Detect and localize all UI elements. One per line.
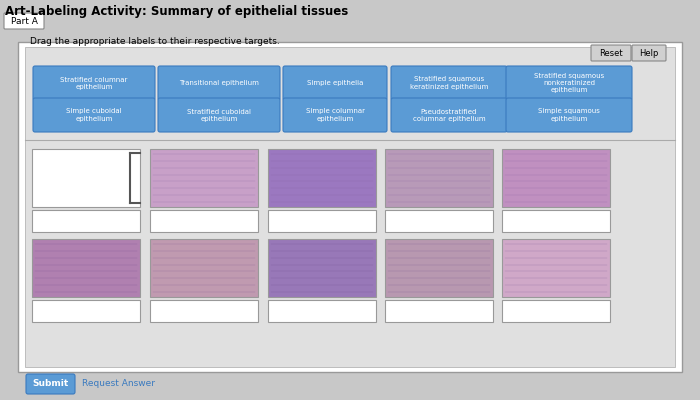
Bar <box>25 47 675 367</box>
Bar <box>502 300 610 322</box>
Bar <box>385 300 493 322</box>
Bar <box>18 42 682 372</box>
FancyBboxPatch shape <box>283 98 387 132</box>
Text: Help: Help <box>639 48 659 58</box>
Text: Stratified squamous
nonkeratinized
epithelium: Stratified squamous nonkeratinized epith… <box>534 73 604 93</box>
Bar <box>32 149 140 207</box>
FancyBboxPatch shape <box>506 98 632 132</box>
FancyBboxPatch shape <box>506 66 632 100</box>
FancyBboxPatch shape <box>158 98 280 132</box>
Bar <box>502 210 610 232</box>
Text: Simple squamous
epithelium: Simple squamous epithelium <box>538 108 600 122</box>
Text: Art-Labeling Activity: Summary of epithelial tissues: Art-Labeling Activity: Summary of epithe… <box>5 5 349 18</box>
FancyBboxPatch shape <box>158 66 280 100</box>
Bar <box>268 300 376 322</box>
Bar <box>502 239 610 297</box>
FancyBboxPatch shape <box>391 66 507 100</box>
Text: Transitional epithelium: Transitional epithelium <box>179 80 259 86</box>
Text: Pseudostratified
columnar epithelium: Pseudostratified columnar epithelium <box>413 108 485 122</box>
Text: Reset: Reset <box>599 48 623 58</box>
Text: Simple columnar
epithelium: Simple columnar epithelium <box>305 108 365 122</box>
Bar <box>150 300 258 322</box>
FancyBboxPatch shape <box>591 45 631 61</box>
Text: Stratified cuboidal
epithelium: Stratified cuboidal epithelium <box>187 108 251 122</box>
Bar <box>385 239 493 297</box>
FancyBboxPatch shape <box>26 374 75 394</box>
Text: Stratified squamous
keratinized epithelium: Stratified squamous keratinized epitheli… <box>410 76 488 90</box>
Text: Simple cuboidal
epithelium: Simple cuboidal epithelium <box>66 108 122 122</box>
Text: Stratified columnar
epithelium: Stratified columnar epithelium <box>60 76 127 90</box>
Bar <box>150 210 258 232</box>
FancyBboxPatch shape <box>33 66 155 100</box>
Bar <box>32 239 140 297</box>
Bar <box>385 210 493 232</box>
Bar <box>32 210 140 232</box>
FancyBboxPatch shape <box>33 98 155 132</box>
Bar <box>150 149 258 207</box>
Text: Request Answer: Request Answer <box>82 380 155 388</box>
Text: Simple epithelia: Simple epithelia <box>307 80 363 86</box>
FancyBboxPatch shape <box>283 66 387 100</box>
Bar <box>385 149 493 207</box>
Bar <box>268 239 376 297</box>
FancyBboxPatch shape <box>632 45 666 61</box>
Bar <box>268 149 376 207</box>
Bar <box>268 210 376 232</box>
FancyBboxPatch shape <box>391 98 507 132</box>
Text: Drag the appropriate labels to their respective targets.: Drag the appropriate labels to their res… <box>30 37 280 46</box>
Text: Part A: Part A <box>10 16 37 26</box>
Text: Submit: Submit <box>32 380 69 388</box>
Bar <box>150 239 258 297</box>
FancyBboxPatch shape <box>4 13 44 29</box>
Bar <box>502 149 610 207</box>
Bar <box>32 300 140 322</box>
